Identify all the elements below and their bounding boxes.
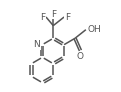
Text: F: F xyxy=(40,13,45,22)
Text: OH: OH xyxy=(88,25,101,34)
Text: O: O xyxy=(77,52,84,61)
Text: F: F xyxy=(51,10,56,19)
Text: N: N xyxy=(33,40,40,49)
Text: F: F xyxy=(65,13,70,22)
